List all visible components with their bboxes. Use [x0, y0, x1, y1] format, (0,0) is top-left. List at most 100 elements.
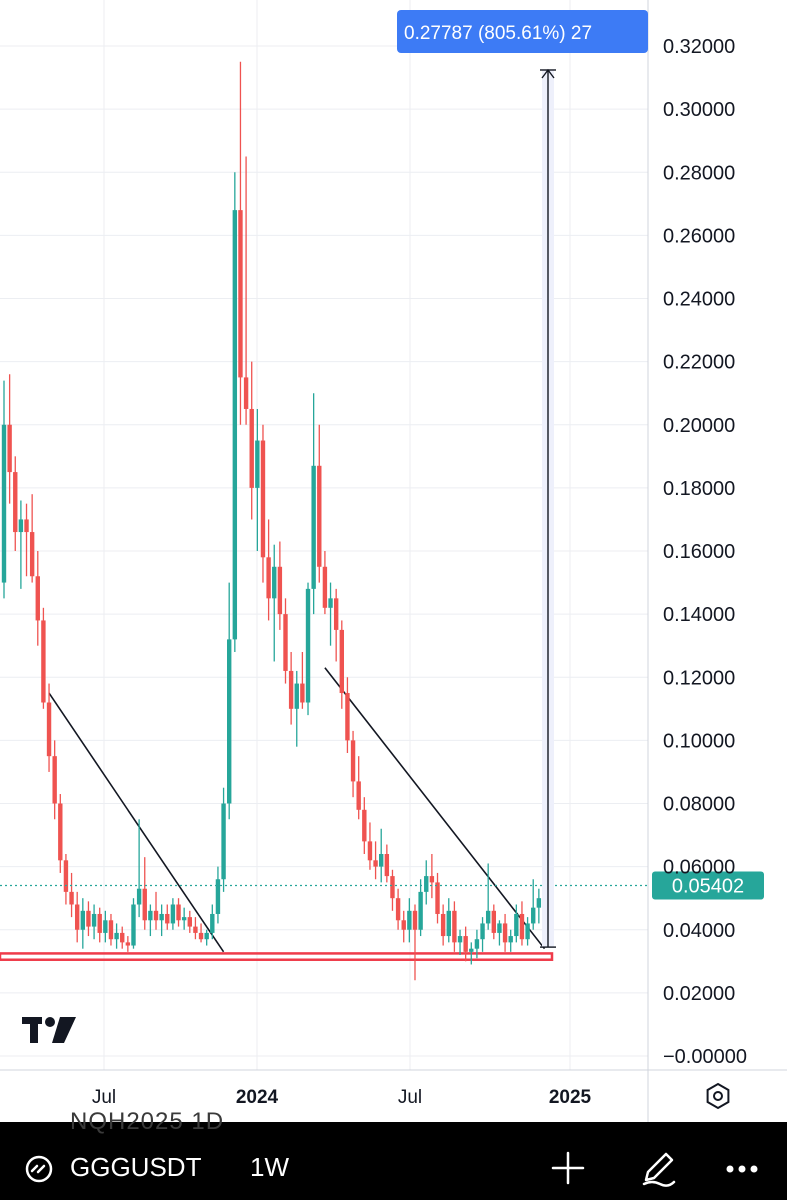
time-axis[interactable]: Jul 2024 Jul 2025: [92, 1087, 592, 1108]
candle-body: [277, 566, 283, 615]
pencil-icon[interactable]: [638, 1148, 678, 1188]
more-icon[interactable]: [722, 1154, 762, 1184]
interval-button[interactable]: 1W: [250, 1152, 289, 1182]
candle-body: [452, 910, 457, 943]
candle-body: [260, 440, 266, 558]
candle-body: [322, 566, 328, 608]
candle-body: [491, 910, 497, 933]
candle-body: [13, 472, 18, 533]
candle-body: [429, 876, 435, 883]
price-tick-label: 0.32000: [663, 36, 735, 58]
candle-body: [41, 620, 46, 703]
candle-body: [131, 904, 136, 946]
candle-body: [272, 566, 277, 599]
price-tick-label: 0.26000: [663, 225, 735, 247]
candle-body: [508, 936, 513, 943]
price-tick-label: 0.24000: [663, 289, 735, 311]
candle-body: [210, 913, 215, 933]
link-icon[interactable]: [24, 1154, 54, 1184]
candle-body: [362, 809, 367, 842]
candle-body: [317, 465, 322, 567]
current-price-label: 0.05402: [672, 875, 744, 897]
candle-body: [412, 910, 418, 930]
candles: [1, 61, 547, 981]
candle-body: [91, 913, 97, 927]
price-tick-label: 0.14000: [663, 604, 735, 626]
candle-body: [514, 913, 519, 937]
candle-body: [440, 913, 446, 937]
candle-body: [367, 841, 373, 861]
candle-body: [328, 598, 333, 608]
candle-body: [181, 917, 187, 921]
candle-body: [356, 781, 361, 810]
candle-body: [283, 614, 288, 671]
candle-body: [46, 702, 52, 757]
candle-body: [418, 891, 423, 930]
candle-body: [215, 879, 221, 914]
candle-body: [114, 932, 119, 940]
tradingview-logo: [22, 1017, 76, 1043]
time-tick-label: 2024: [236, 1087, 279, 1108]
price-tick-label: 0.18000: [663, 478, 735, 500]
candle-body: [384, 854, 390, 877]
plus-icon[interactable]: [550, 1150, 586, 1186]
candle-body: [103, 920, 108, 933]
candle-body: [457, 936, 463, 943]
measure-label: 0.27787 (805.61%) 27: [404, 23, 592, 44]
candle-body: [159, 913, 164, 921]
ghost-symbol-text: NQH2025 1D: [70, 1108, 225, 1135]
candle-body: [221, 803, 226, 880]
price-tick-label: 0.08000: [663, 794, 735, 816]
candle-body: [18, 519, 24, 533]
candle-body: [395, 898, 401, 921]
candle-body: [407, 910, 412, 930]
price-tick-label: −0.00000: [663, 1046, 747, 1068]
price-tick-label: 0.02000: [663, 983, 735, 1005]
candle-body: [193, 926, 198, 933]
candle-body: [333, 598, 339, 630]
candle-body: [153, 910, 159, 921]
candle-body: [469, 948, 474, 952]
candle-body: [97, 913, 102, 933]
candle-body: [305, 588, 311, 703]
candle-body: [108, 920, 114, 940]
price-tick-label: 0.04000: [663, 920, 735, 942]
candle-body: [52, 756, 57, 804]
settings-icon[interactable]: [706, 1082, 730, 1110]
candle-body: [69, 891, 74, 905]
candle-body: [29, 532, 35, 577]
candle-body: [435, 882, 440, 914]
candle-body: [401, 920, 406, 930]
candle-body: [136, 888, 142, 905]
candle-body: [446, 910, 451, 937]
candle-body: [474, 939, 480, 949]
price-axis[interactable]: 0.32000 0.30000 0.28000 0.26000 0.24000 0.220…: [663, 36, 747, 1068]
time-tick-label: 2025: [549, 1087, 592, 1108]
candle-body: [249, 408, 254, 488]
candle-body: [86, 910, 91, 927]
price-tick-label: 0.20000: [663, 415, 735, 437]
candle-body: [311, 465, 316, 589]
price-tick-label: 0.28000: [663, 162, 735, 184]
symbol-name[interactable]: GGGUSDT: [70, 1152, 202, 1182]
candle-body: [24, 519, 29, 533]
support-zone: [0, 952, 554, 961]
candle-body: [294, 683, 299, 709]
current-price-tag: [652, 871, 764, 900]
time-tick-label: Jul: [92, 1087, 116, 1108]
candle-body: [300, 683, 305, 703]
candle-body: [74, 904, 80, 930]
price-tick-label: 0.22000: [663, 352, 735, 374]
price-chart[interactable]: 0.05402 0.27787 (805.61%) 27 0.32000 0.300…: [0, 0, 787, 1122]
candle-body: [35, 576, 40, 621]
candle-body: [204, 932, 209, 940]
candle-body: [125, 942, 131, 946]
price-tick-label: 0.30000: [663, 99, 735, 121]
candle-body: [1, 424, 7, 583]
candle-body: [497, 923, 502, 933]
candle-body: [232, 210, 238, 640]
candle-body: [63, 860, 69, 892]
candle-body: [339, 629, 344, 694]
price-tick-label: 0.06000: [663, 857, 735, 879]
candle-body: [379, 854, 384, 867]
